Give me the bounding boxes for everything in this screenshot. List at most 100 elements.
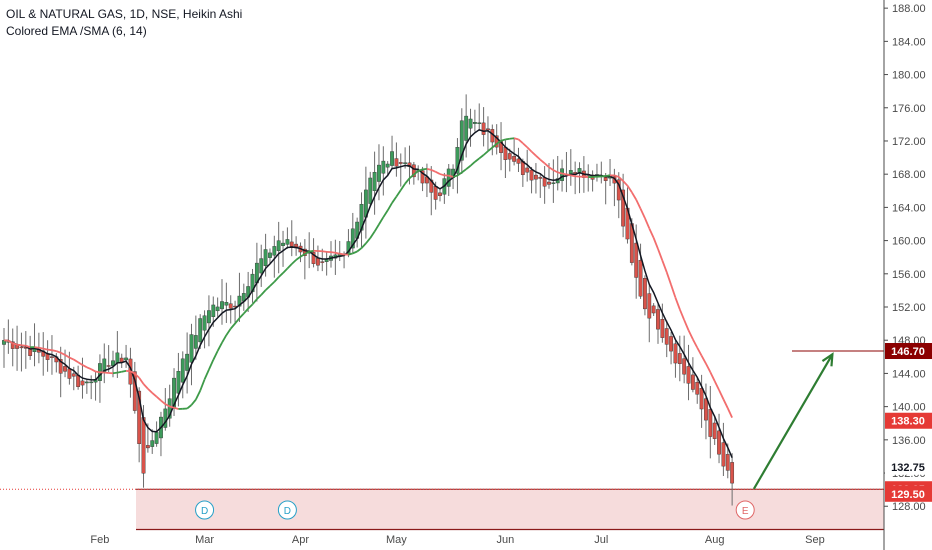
candle-body [411,164,416,178]
sma-14-segment [169,405,175,409]
sma-14-segment [173,406,179,410]
candle-body [708,409,713,437]
sma-14-segment [247,303,254,310]
candle-body [268,252,272,258]
sma-14-segment [614,174,620,178]
sma-14-segment [77,361,83,366]
price-tick-label: 176.00 [892,103,926,115]
sma-14-segment [212,350,219,361]
sma-14-segment [722,398,729,409]
candle-body [438,192,442,196]
candle-body [163,408,168,428]
sma-14-segment [16,343,22,347]
sma-14-segment [142,383,149,390]
candle-body [651,305,656,314]
price-tick-label: 160.00 [892,236,926,248]
candle-body [141,417,146,474]
candle-body [677,353,682,364]
price-tick-label: 156.00 [892,269,926,281]
ema-6-line [3,128,733,458]
candle-body [368,177,373,204]
price-axis-panel [884,0,932,550]
sma-14-segment [526,146,533,153]
candle-body [276,240,281,252]
candle-body [193,335,198,349]
date-tick-label: Apr [292,534,309,546]
sma-14-segment [683,319,690,331]
candle-body [390,151,394,166]
candle-body [730,462,735,484]
sma-14-segment [322,250,327,253]
sma-14-segment [38,346,44,350]
candle-body [320,261,325,263]
sma-14-segment [713,380,720,391]
sma-14-segment [352,250,358,255]
sma-14-segment [644,217,651,229]
sma-14-segment [417,168,423,172]
sma-14-segment [395,189,402,198]
candle-body [84,381,89,384]
sma-14-segment [469,161,476,167]
candle-body [555,178,560,184]
sma-14-segment [282,267,289,274]
sma-14-segment [456,171,463,177]
candle-body [647,293,652,319]
sma-14-segment [530,150,537,157]
candle-body [669,336,673,352]
sma-14-segment [260,289,267,296]
earnings-marker-label: E [742,506,749,517]
candle-body [486,128,490,131]
sma-14-segment [382,209,389,218]
candle-body [215,306,220,312]
sma-14-segment [190,399,197,406]
candle-body [717,430,721,455]
sma-14-segment [335,251,340,255]
candle-body [538,176,543,179]
date-tick-label: May [386,534,407,546]
chart-legend: OIL & NATURAL GAS, 1D, NSE, Heikin Ashi … [6,6,242,40]
sma-14-segment [51,349,57,352]
price-label-bg [885,485,932,502]
sma-14-segment [448,174,454,178]
sma-14-segment [291,259,297,265]
candle-body [704,398,708,421]
candle-body [311,252,316,264]
price-tick-label: 180.00 [892,70,926,82]
sma-14-segment [221,334,228,344]
sma-14-segment [705,363,712,373]
sma-14-segment [230,322,236,330]
candle-body [259,258,264,274]
sma-14-segment [234,317,241,325]
candle-body [28,347,33,356]
candle-body [529,169,534,181]
candle-body [507,153,512,160]
candle-body [228,303,233,309]
date-tick-label: Mar [195,534,214,546]
candle-body [167,398,172,419]
sma-14-segment [408,173,415,179]
sma-14-segment [478,154,485,160]
candle-body [67,368,72,379]
sma-14-segment [491,143,498,149]
candle-body [638,260,643,297]
sma-14-segment [452,174,458,178]
sma-14-segment [47,348,53,352]
price-label-tag: 132.75 [885,458,932,475]
sma-14-segment [404,177,411,185]
sma-14-segment [90,368,96,373]
candles-layer [2,94,735,506]
sma-14-segment [509,137,515,140]
sma-14-segment [657,248,664,261]
sma-14-segment [216,342,223,352]
date-tick-label: Jun [497,534,515,546]
dividend-marker-label: D [284,506,291,517]
price-tick-label: 172.00 [892,136,926,148]
sma-14-segment [208,359,215,370]
candle-body [180,358,185,383]
candle-body [19,346,24,349]
candle-body [80,380,85,386]
price-tick-label: 140.00 [892,402,926,414]
